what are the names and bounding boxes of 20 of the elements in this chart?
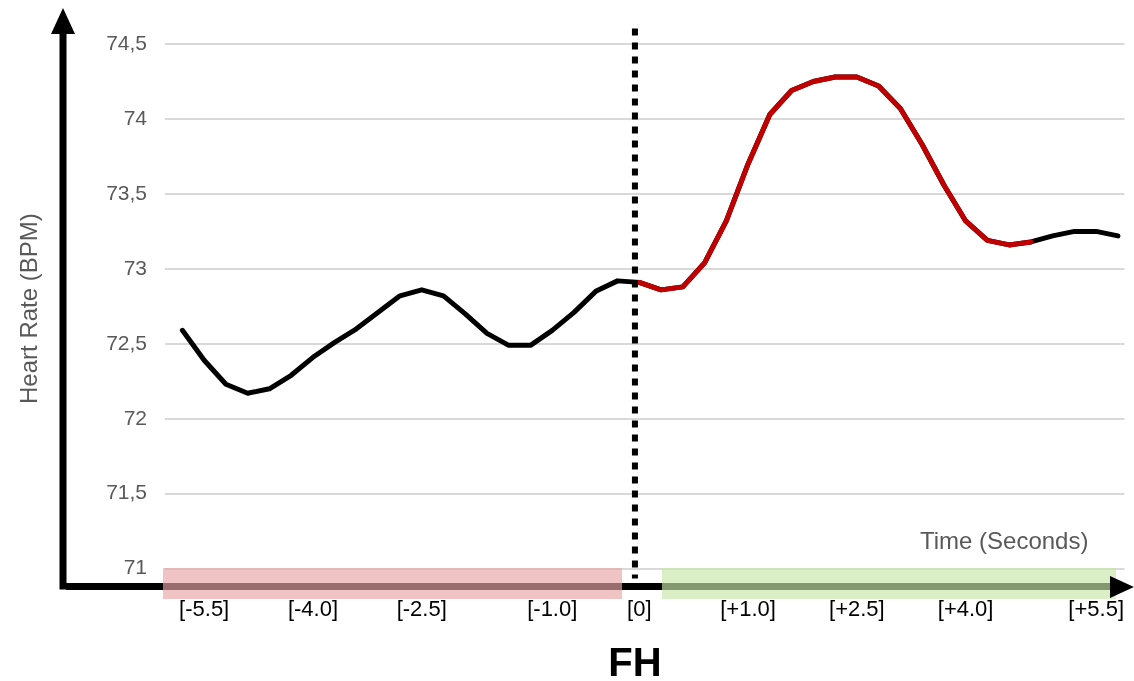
x-tick-label: [-1.0] — [527, 595, 578, 621]
x-tick-label: [0] — [627, 595, 652, 621]
ref-line-label: FH — [608, 640, 662, 681]
y-tick-label: 74,5 — [106, 30, 147, 54]
x-tick-label: [-4.0] — [287, 595, 339, 621]
y-tick-label: 72,5 — [106, 330, 147, 354]
x-tick-label: [+2.5] — [829, 595, 885, 621]
y-tick-label: 73,5 — [106, 180, 147, 204]
y-tick-label: 72 — [123, 405, 147, 429]
y-axis-title: Heart Rate (BPM) — [15, 213, 43, 404]
y-tick-label: 71,5 — [106, 480, 147, 504]
y-tick-label: 74 — [123, 105, 148, 129]
x-tick-label: [-5.5] — [179, 595, 230, 621]
x-tick-label: [+5.5] — [1068, 595, 1124, 621]
x-tick-label: [+1.0] — [720, 595, 776, 621]
y-tick-label: 73 — [123, 255, 147, 279]
x-axis-title: Time (Seconds) — [919, 526, 1089, 554]
x-tick-label: [-2.5] — [396, 595, 447, 621]
y-tick-label: 71 — [123, 555, 147, 579]
x-tick-label: [+4.0] — [937, 595, 994, 621]
